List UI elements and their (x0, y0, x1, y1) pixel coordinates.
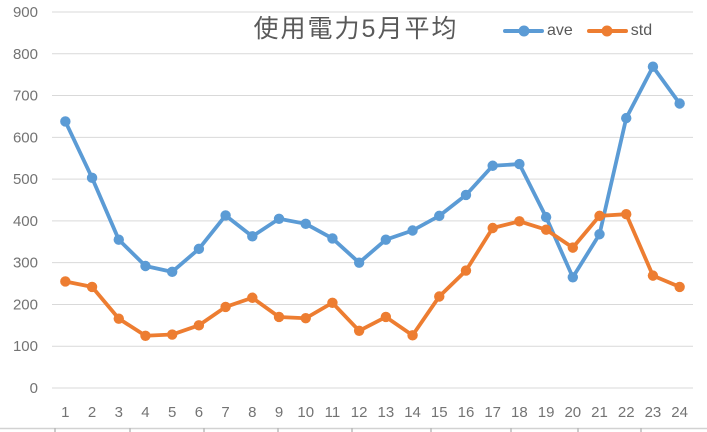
data-point-std-13[interactable] (380, 311, 392, 323)
data-point-std-21[interactable] (594, 210, 605, 222)
x-tick-label: 15 (431, 404, 448, 421)
x-tick-label: 13 (378, 404, 395, 421)
data-point-ave-3[interactable] (113, 234, 124, 245)
data-point-ave-7[interactable] (220, 210, 231, 221)
data-point-ave-21[interactable] (594, 229, 605, 240)
x-tick-label: 11 (325, 404, 341, 421)
data-point-ave-22[interactable] (621, 112, 632, 124)
data-point-std-23[interactable] (647, 270, 659, 281)
data-point-std-24[interactable] (674, 281, 685, 293)
x-tick-label: 8 (248, 404, 256, 421)
x-tick-label: 9 (275, 404, 283, 421)
data-point-std-22[interactable] (621, 209, 632, 220)
data-point-ave-20[interactable] (567, 272, 579, 283)
x-tick-label: 5 (168, 404, 176, 421)
data-point-ave-8[interactable] (247, 231, 258, 242)
data-point-ave-10[interactable] (300, 218, 311, 230)
data-point-std-5[interactable] (166, 329, 178, 340)
y-tick-label: 800 (13, 46, 38, 63)
data-point-std-3[interactable] (113, 313, 124, 324)
data-point-ave-4[interactable] (140, 260, 151, 272)
x-tick-label: 22 (618, 404, 635, 421)
data-point-std-12[interactable] (353, 325, 365, 336)
data-point-std-8[interactable] (247, 292, 258, 303)
data-point-ave-9[interactable] (273, 213, 285, 224)
x-tick-label: 1 (61, 404, 69, 421)
x-tick-label: 24 (671, 404, 688, 421)
x-tick-label: 16 (458, 404, 475, 421)
data-point-std-10[interactable] (300, 313, 311, 324)
legend-item-ave[interactable]: ave (503, 23, 573, 39)
y-tick-label: 700 (13, 88, 38, 105)
x-tick-label: 7 (221, 404, 229, 421)
data-point-ave-17[interactable] (487, 160, 498, 171)
data-point-std-1[interactable] (60, 276, 71, 287)
data-point-std-2[interactable] (86, 281, 98, 293)
x-tick-label: 18 (511, 404, 528, 421)
x-tick-label: 21 (591, 404, 608, 421)
y-tick-label: 500 (13, 171, 38, 188)
x-tick-label: 14 (404, 404, 421, 421)
x-tick-label: 10 (297, 404, 314, 421)
data-point-ave-16[interactable] (460, 189, 472, 201)
data-point-std-19[interactable] (540, 224, 552, 235)
data-point-ave-18[interactable] (514, 158, 525, 170)
data-point-std-9[interactable] (273, 311, 285, 323)
y-tick-label: 100 (13, 338, 38, 355)
x-tick-label: 12 (351, 404, 368, 421)
x-tick-label: 17 (484, 404, 501, 421)
data-point-std-6[interactable] (193, 320, 205, 331)
legend-marker-std-icon (586, 25, 628, 37)
legend-item-std[interactable]: std (586, 22, 653, 39)
legend-marker-ave-icon (503, 25, 544, 37)
data-point-std-16[interactable] (460, 265, 472, 276)
y-tick-label: 200 (13, 296, 38, 313)
data-point-ave-5[interactable] (166, 266, 178, 278)
data-point-std-4[interactable] (140, 330, 151, 341)
data-point-ave-23[interactable] (647, 61, 659, 72)
data-point-std-17[interactable] (487, 222, 498, 234)
legend-label-std: std (630, 22, 653, 39)
y-tick-label: 900 (13, 4, 38, 21)
data-point-ave-24[interactable] (674, 98, 685, 109)
data-point-std-15[interactable] (434, 291, 445, 302)
legend-label-ave: ave (547, 22, 573, 39)
y-tick-label: 300 (13, 255, 38, 272)
x-tick-label: 2 (88, 404, 96, 421)
data-point-ave-11[interactable] (327, 233, 338, 244)
data-point-ave-2[interactable] (86, 172, 98, 184)
data-point-ave-14[interactable] (407, 225, 418, 236)
x-tick-label: 3 (115, 404, 123, 421)
data-point-ave-6[interactable] (193, 243, 205, 255)
y-tick-label: 0 (30, 380, 38, 397)
x-tick-label: 19 (538, 404, 555, 421)
data-point-ave-19[interactable] (540, 211, 552, 223)
chart-title: 使用電力5月平均 (253, 15, 459, 43)
series-line-std[interactable] (63, 212, 682, 338)
data-point-std-11[interactable] (327, 297, 338, 308)
data-point-ave-13[interactable] (380, 234, 392, 245)
chart-legend: ave std (503, 23, 652, 39)
series-line-ave[interactable] (63, 64, 682, 280)
data-point-ave-15[interactable] (434, 210, 445, 222)
data-point-std-14[interactable] (407, 330, 418, 341)
x-tick-label: 6 (195, 404, 203, 421)
x-tick-label: 23 (645, 404, 662, 421)
data-point-ave-12[interactable] (353, 257, 365, 268)
data-point-std-18[interactable] (514, 216, 525, 227)
y-tick-label: 600 (13, 129, 38, 146)
data-point-std-20[interactable] (567, 242, 579, 253)
y-tick-label: 400 (13, 213, 38, 230)
data-point-ave-1[interactable] (60, 116, 71, 127)
x-tick-label: 20 (564, 404, 581, 421)
data-point-std-7[interactable] (220, 301, 231, 313)
x-tick-label: 4 (141, 404, 149, 421)
